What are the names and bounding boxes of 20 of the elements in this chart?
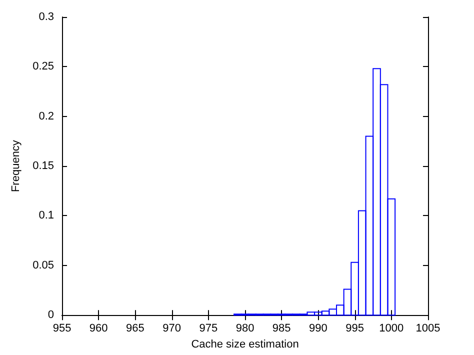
x-tick-label: 955	[52, 322, 72, 335]
x-tick-label: 980	[236, 322, 254, 335]
x-tick-label: 1000	[379, 322, 404, 335]
x-axis-title: Cache size estimation	[191, 338, 299, 350]
x-tick-label: 1005	[416, 322, 440, 335]
y-tick-label: 0.15	[32, 160, 54, 172]
x-tick-label: 975	[199, 322, 218, 335]
y-tick-label: 0.2	[38, 110, 54, 122]
y-tick-label: 0.05	[32, 259, 54, 272]
x-tick-label: 970	[162, 322, 181, 335]
y-tick-label: 0	[48, 309, 54, 322]
y-tick-label: 0.25	[32, 60, 54, 73]
y-tick-label: 0.3	[38, 11, 54, 23]
x-tick-label: 995	[346, 322, 364, 335]
y-tick-label: 0.1	[38, 210, 54, 222]
x-tick-label: 960	[89, 322, 108, 335]
x-tick-label: 985	[272, 322, 291, 335]
x-tick-label: 965	[126, 322, 144, 335]
x-tick-label: 990	[309, 322, 328, 335]
y-axis-title: Frequency	[10, 140, 22, 192]
